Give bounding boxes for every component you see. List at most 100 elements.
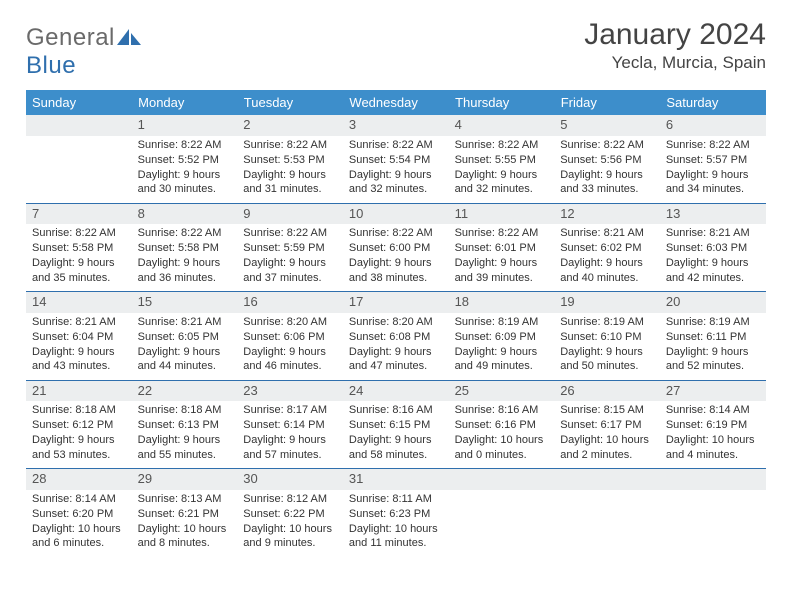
day-number: 2: [237, 115, 343, 136]
sunset-line: Sunset: 6:16 PM: [455, 418, 549, 433]
daylight-line: and 57 minutes.: [243, 448, 337, 463]
daylight-line: and 50 minutes.: [560, 359, 654, 374]
weekday-header: Saturday: [660, 90, 766, 115]
daylight-line: and 4 minutes.: [666, 448, 760, 463]
day-info: Sunrise: 8:16 AMSunset: 6:16 PMDaylight:…: [449, 401, 555, 466]
daylight-line: Daylight: 9 hours: [560, 168, 654, 183]
sunset-line: Sunset: 6:13 PM: [138, 418, 232, 433]
day-info: Sunrise: 8:19 AMSunset: 6:10 PMDaylight:…: [554, 313, 660, 378]
day-number: 16: [237, 292, 343, 313]
day-info: Sunrise: 8:22 AMSunset: 6:00 PMDaylight:…: [343, 224, 449, 289]
day-info: Sunrise: 8:22 AMSunset: 5:56 PMDaylight:…: [554, 136, 660, 201]
sunset-line: Sunset: 6:23 PM: [349, 507, 443, 522]
sunset-line: Sunset: 5:57 PM: [666, 153, 760, 168]
day-number: 4: [449, 115, 555, 136]
day-number: 3: [343, 115, 449, 136]
month-title: January 2024: [584, 18, 766, 51]
sunrise-line: Sunrise: 8:16 AM: [455, 403, 549, 418]
day-number: 1: [132, 115, 238, 136]
day-number: 31: [343, 469, 449, 490]
daylight-line: and 53 minutes.: [32, 448, 126, 463]
sunset-line: Sunset: 6:03 PM: [666, 241, 760, 256]
weekday-header: Thursday: [449, 90, 555, 115]
daylight-line: and 36 minutes.: [138, 271, 232, 286]
day-number: [26, 115, 132, 136]
day-cell: 18Sunrise: 8:19 AMSunset: 6:09 PMDayligh…: [449, 292, 555, 380]
day-cell: 19Sunrise: 8:19 AMSunset: 6:10 PMDayligh…: [554, 292, 660, 380]
daylight-line: and 42 minutes.: [666, 271, 760, 286]
sunset-line: Sunset: 5:54 PM: [349, 153, 443, 168]
daylight-line: Daylight: 10 hours: [560, 433, 654, 448]
day-number: 8: [132, 204, 238, 225]
week-row: 21Sunrise: 8:18 AMSunset: 6:12 PMDayligh…: [26, 381, 766, 469]
daylight-line: and 58 minutes.: [349, 448, 443, 463]
day-number: 5: [554, 115, 660, 136]
daylight-line: Daylight: 9 hours: [32, 256, 126, 271]
daylight-line: and 32 minutes.: [349, 182, 443, 197]
sunrise-line: Sunrise: 8:21 AM: [138, 315, 232, 330]
daylight-line: Daylight: 10 hours: [138, 522, 232, 537]
day-cell: 13Sunrise: 8:21 AMSunset: 6:03 PMDayligh…: [660, 204, 766, 292]
sunrise-line: Sunrise: 8:22 AM: [138, 138, 232, 153]
daylight-line: and 6 minutes.: [32, 536, 126, 551]
sunrise-line: Sunrise: 8:14 AM: [666, 403, 760, 418]
day-info: Sunrise: 8:18 AMSunset: 6:12 PMDaylight:…: [26, 401, 132, 466]
day-info: Sunrise: 8:21 AMSunset: 6:02 PMDaylight:…: [554, 224, 660, 289]
day-number: 13: [660, 204, 766, 225]
daylight-line: Daylight: 9 hours: [349, 433, 443, 448]
weekday-header: Wednesday: [343, 90, 449, 115]
sunset-line: Sunset: 6:04 PM: [32, 330, 126, 345]
day-cell: 28Sunrise: 8:14 AMSunset: 6:20 PMDayligh…: [26, 469, 132, 557]
daylight-line: Daylight: 10 hours: [666, 433, 760, 448]
sunset-line: Sunset: 6:19 PM: [666, 418, 760, 433]
daylight-line: Daylight: 9 hours: [560, 345, 654, 360]
day-cell: 31Sunrise: 8:11 AMSunset: 6:23 PMDayligh…: [343, 469, 449, 557]
day-cell: 20Sunrise: 8:19 AMSunset: 6:11 PMDayligh…: [660, 292, 766, 380]
day-cell: 14Sunrise: 8:21 AMSunset: 6:04 PMDayligh…: [26, 292, 132, 380]
sunrise-line: Sunrise: 8:22 AM: [455, 226, 549, 241]
daylight-line: and 8 minutes.: [138, 536, 232, 551]
sunset-line: Sunset: 6:05 PM: [138, 330, 232, 345]
day-cell: 15Sunrise: 8:21 AMSunset: 6:05 PMDayligh…: [132, 292, 238, 380]
day-info: Sunrise: 8:22 AMSunset: 6:01 PMDaylight:…: [449, 224, 555, 289]
day-cell: 5Sunrise: 8:22 AMSunset: 5:56 PMDaylight…: [554, 115, 660, 203]
daylight-line: Daylight: 9 hours: [455, 168, 549, 183]
day-info: Sunrise: 8:15 AMSunset: 6:17 PMDaylight:…: [554, 401, 660, 466]
daylight-line: Daylight: 9 hours: [560, 256, 654, 271]
daylight-line: Daylight: 9 hours: [243, 433, 337, 448]
sunset-line: Sunset: 6:06 PM: [243, 330, 337, 345]
daylight-line: and 52 minutes.: [666, 359, 760, 374]
sunset-line: Sunset: 6:11 PM: [666, 330, 760, 345]
sunset-line: Sunset: 6:21 PM: [138, 507, 232, 522]
day-cell: [26, 115, 132, 203]
week-row: 28Sunrise: 8:14 AMSunset: 6:20 PMDayligh…: [26, 469, 766, 557]
day-info: Sunrise: 8:22 AMSunset: 5:57 PMDaylight:…: [660, 136, 766, 201]
day-number: 26: [554, 381, 660, 402]
daylight-line: and 49 minutes.: [455, 359, 549, 374]
sunrise-line: Sunrise: 8:19 AM: [560, 315, 654, 330]
daylight-line: and 33 minutes.: [560, 182, 654, 197]
sunset-line: Sunset: 5:59 PM: [243, 241, 337, 256]
daylight-line: and 40 minutes.: [560, 271, 654, 286]
daylight-line: and 38 minutes.: [349, 271, 443, 286]
sunrise-line: Sunrise: 8:21 AM: [560, 226, 654, 241]
day-info: Sunrise: 8:18 AMSunset: 6:13 PMDaylight:…: [132, 401, 238, 466]
day-cell: [554, 469, 660, 557]
week-row: 14Sunrise: 8:21 AMSunset: 6:04 PMDayligh…: [26, 292, 766, 380]
day-number: 23: [237, 381, 343, 402]
day-number: 21: [26, 381, 132, 402]
daylight-line: and 37 minutes.: [243, 271, 337, 286]
daylight-line: and 11 minutes.: [349, 536, 443, 551]
daylight-line: Daylight: 9 hours: [138, 433, 232, 448]
day-number: 19: [554, 292, 660, 313]
day-number: 25: [449, 381, 555, 402]
daylight-line: and 55 minutes.: [138, 448, 232, 463]
sunset-line: Sunset: 6:10 PM: [560, 330, 654, 345]
sunrise-line: Sunrise: 8:18 AM: [32, 403, 126, 418]
day-cell: 22Sunrise: 8:18 AMSunset: 6:13 PMDayligh…: [132, 381, 238, 469]
sunset-line: Sunset: 6:02 PM: [560, 241, 654, 256]
daylight-line: and 30 minutes.: [138, 182, 232, 197]
weekday-header: Monday: [132, 90, 238, 115]
brand-general: General: [26, 24, 115, 51]
day-cell: 6Sunrise: 8:22 AMSunset: 5:57 PMDaylight…: [660, 115, 766, 203]
